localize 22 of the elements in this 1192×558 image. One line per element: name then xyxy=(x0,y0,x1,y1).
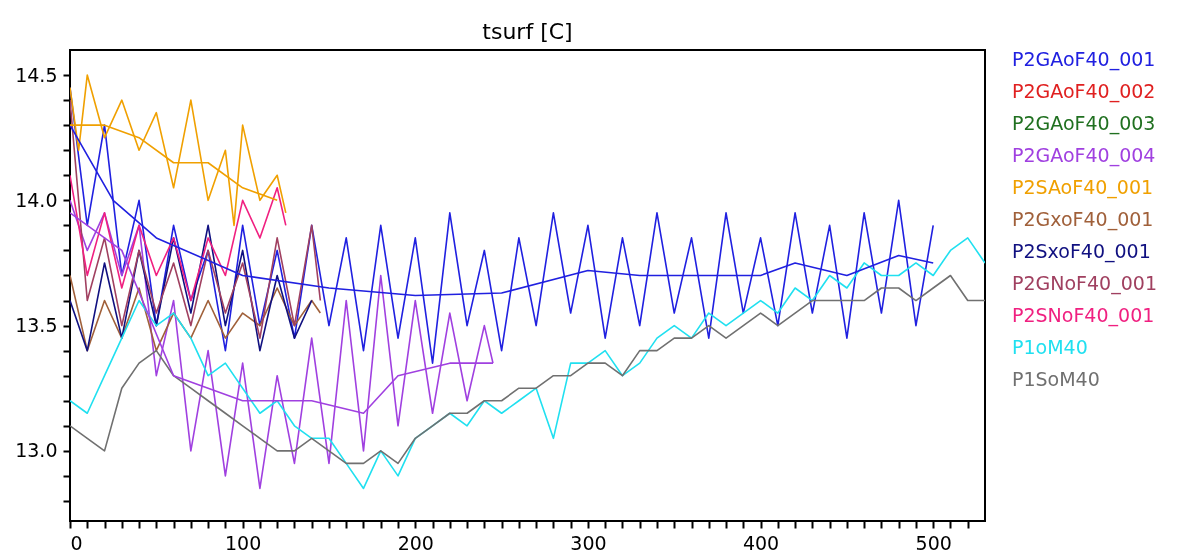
x-tick-label: 200 xyxy=(397,531,434,554)
y-tick-label: 14.0 xyxy=(15,188,58,211)
x-tick-label: 0 xyxy=(70,531,83,554)
x-tick-label: 300 xyxy=(570,531,607,554)
y-tick-label: 13.5 xyxy=(15,314,58,337)
y-tick-label: 14.5 xyxy=(15,63,58,86)
text: P2GAoF40_001 xyxy=(1012,47,1156,71)
text: P1SoM40 xyxy=(1012,367,1100,390)
text: P2SxoF40_001 xyxy=(1012,239,1151,263)
text: P2GNoF40_001 xyxy=(1012,271,1157,295)
x-tick-label: 500 xyxy=(915,531,952,554)
text: P1oM40 xyxy=(1012,335,1088,358)
x-tick-label: 100 xyxy=(225,531,262,554)
x-tick-label: 400 xyxy=(742,531,780,554)
text: P2SNoF40_001 xyxy=(1012,303,1155,327)
text: P2GAoF40_004 xyxy=(1012,143,1156,167)
chart-title: tsurf [C] xyxy=(482,19,573,44)
legend-label: P2GAoF40_002 xyxy=(1012,79,1156,103)
y-tick-label: 13.0 xyxy=(15,439,58,462)
text: P2GxoF40_001 xyxy=(1012,207,1154,231)
legend-label: P2GAoF40_003 xyxy=(1012,111,1156,135)
text: P2SAoF40_001 xyxy=(1012,175,1154,199)
